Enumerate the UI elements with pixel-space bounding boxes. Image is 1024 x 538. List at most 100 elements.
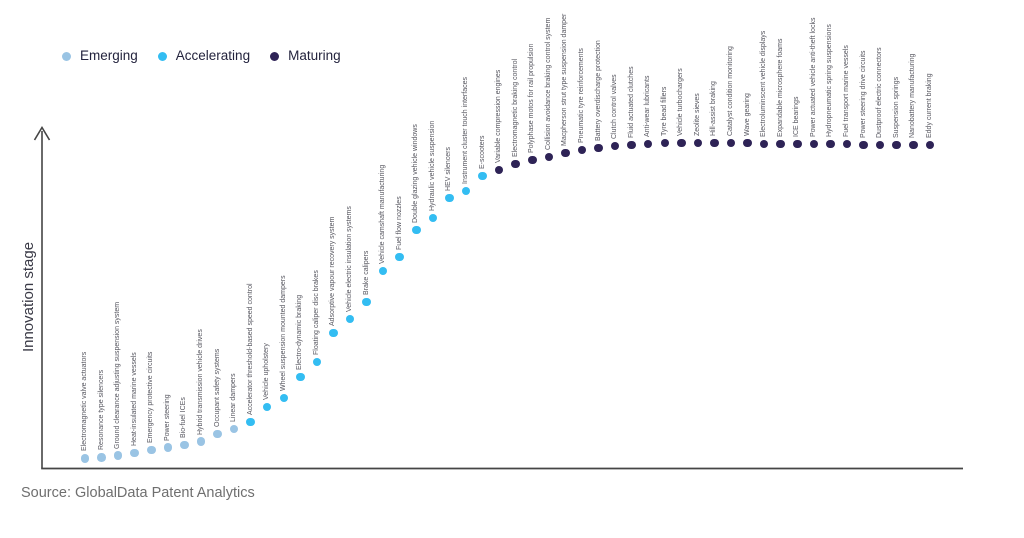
data-point-dot <box>660 138 670 148</box>
data-point-dot <box>412 225 421 235</box>
data-point-dot <box>627 140 636 150</box>
data-point-dot <box>494 165 504 175</box>
legend-item-emerging: Emerging <box>62 48 138 64</box>
data-point-dot <box>793 139 802 149</box>
data-point-dot <box>97 453 106 462</box>
data-point-dot <box>909 140 918 150</box>
data-point-dot <box>80 454 90 463</box>
data-point-label: Instrument cluster touch interfaces <box>461 77 469 185</box>
data-point-label: Vehicle turbochargers <box>677 68 685 136</box>
data-point-dot <box>925 140 935 150</box>
data-point-label: Vehicle electric insulation systems <box>346 206 354 312</box>
data-point-dot <box>130 448 139 458</box>
legend-dot-accelerating-icon <box>157 51 167 61</box>
legend-item-maturing: Maturing <box>270 48 341 64</box>
data-point-label: Power steering <box>163 393 171 441</box>
data-point-dot <box>180 440 189 450</box>
data-point-dot <box>594 143 603 153</box>
data-point-label: Power actuated vehicle anti-theft locks <box>809 17 817 137</box>
data-point-dot <box>726 138 736 148</box>
data-point-label: Hybrid transmission vehicle drives <box>196 328 204 435</box>
data-point-dot <box>395 252 404 262</box>
data-point-dot <box>113 451 123 460</box>
legend-label-maturing: Maturing <box>288 48 341 63</box>
data-point-dot <box>693 138 703 148</box>
data-point-label: Electromagnetic braking control <box>511 58 519 157</box>
data-point-label: Variable compression engines <box>495 69 503 163</box>
data-point-label: Brake calipers <box>362 250 370 296</box>
data-point-dot <box>528 155 537 165</box>
data-point-label: Anti-wear lubricants <box>644 75 652 137</box>
data-point-label: Power steering drive circuits <box>859 50 867 138</box>
legend-label-emerging: Emerging <box>80 48 138 63</box>
data-point-label: Heat-insulated marine vessels <box>130 352 138 447</box>
data-point-label: E-scooters <box>478 135 486 169</box>
data-point-label: Dustproof electric connectors <box>876 47 884 138</box>
data-point-dot <box>859 140 868 150</box>
data-point-dot <box>776 139 785 149</box>
data-point-dot <box>147 445 156 455</box>
data-point-dot <box>428 213 438 223</box>
data-point-dot <box>561 148 570 158</box>
data-point-dot <box>478 171 487 181</box>
data-point-label: ICE bearings <box>793 96 801 137</box>
data-point-label: Resonance type silencers <box>97 370 105 451</box>
data-point-label: Tyre bead fillers <box>660 86 668 136</box>
data-point-label: Electroluminscent vehicle displays <box>760 30 768 137</box>
legend-dot-maturing-icon <box>270 51 280 61</box>
axis-arrow-icon <box>33 125 51 141</box>
data-point-label: Catalyst condition monitoring <box>727 46 735 136</box>
y-axis-label: Innovation stage <box>20 241 37 353</box>
source-text: Source: GlobalData Patent Analytics <box>21 485 255 501</box>
data-point-dot <box>196 437 206 446</box>
data-point-label: Expandable microsphere foams <box>776 38 784 137</box>
data-point-label: Vehicle upholstery <box>263 343 271 401</box>
data-point-label: Fuel transport marine vessels <box>842 45 850 137</box>
data-point-label: Electro-dynamic braking <box>296 294 304 370</box>
data-point-dot <box>262 402 272 412</box>
data-point-dot <box>677 138 686 148</box>
data-point-label: Linear dampers <box>230 373 238 422</box>
data-point-label: Polyphase motos for rail propulsion <box>528 43 536 154</box>
data-point-label: Hydropneumatic spring suspensions <box>826 24 834 137</box>
data-point-label: HEV silencers <box>445 147 453 192</box>
data-point-dot <box>809 139 819 149</box>
data-point-dot <box>577 145 587 155</box>
data-point-label: Occupant safety systems <box>213 348 221 427</box>
data-point-dot <box>826 139 835 149</box>
data-point-dot <box>163 443 173 452</box>
data-point-dot <box>461 186 471 196</box>
data-point-label: Ground clearance adjusting suspension sy… <box>114 301 122 449</box>
data-point-label: Electromagnetic valve actuators <box>81 352 88 452</box>
data-point-label: Floating caliper disc brakes <box>312 270 320 356</box>
data-point-label: Clutch control valves <box>611 74 619 139</box>
data-point-label: Wave gearing <box>743 93 751 136</box>
data-point-dot <box>213 429 222 439</box>
data-point-label: Fluid actuated clutches <box>627 66 635 138</box>
data-point-dot <box>312 357 322 367</box>
data-point-dot <box>246 417 255 427</box>
data-point-dot <box>378 266 388 276</box>
data-point-dot <box>643 139 653 149</box>
data-point-label: Macpherson strut type suspension damper <box>561 13 569 147</box>
data-point-dot <box>229 424 239 434</box>
data-point-dot <box>345 314 355 324</box>
data-point-dot <box>544 152 554 162</box>
data-point-dot <box>710 138 719 148</box>
data-point-dot <box>875 140 885 150</box>
data-point-label: Vehicle camshaft manufacturing <box>379 164 387 265</box>
data-point-label: Suspension springs <box>892 76 900 138</box>
data-point-dot <box>329 328 338 338</box>
data-point-label: Nanobattery manufacturing <box>909 53 917 138</box>
data-point-label: Wheel suspension mounted dampers <box>279 275 287 391</box>
data-point-dot <box>279 393 289 403</box>
data-point-label: Emergency protective circuits <box>147 351 155 443</box>
data-point-label: Battery overdischarge protection <box>594 40 602 142</box>
data-point-dot <box>759 139 769 149</box>
data-point-dot <box>842 139 852 149</box>
chart-legend: Emerging Accelerating Maturing <box>62 48 341 64</box>
legend-dot-emerging-icon <box>62 51 71 61</box>
data-point-label: Accelerator threshold-based speed contro… <box>246 283 254 415</box>
